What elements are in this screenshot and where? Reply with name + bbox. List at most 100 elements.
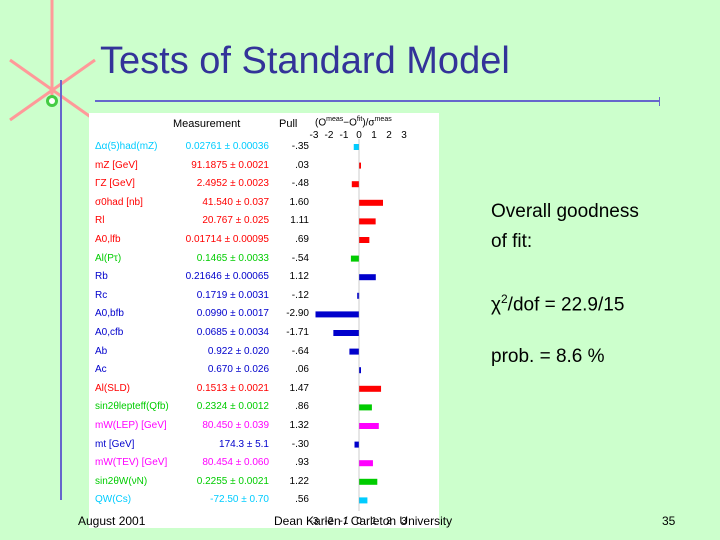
pull-bar: [359, 460, 373, 467]
row-pull-value: -.64: [291, 345, 309, 357]
pull-bar: [359, 423, 379, 429]
pull-bar: [333, 330, 359, 336]
axis-tick-bottom: -2: [325, 516, 334, 527]
pull-figure: Measurement Pull (Omeas−Ofit)/σmeas Δα(5…: [89, 113, 439, 528]
row-pull-value: -.12: [291, 289, 309, 301]
table-row: mW(TEV) [GeV] 80.454 ± 0.060 .93: [89, 455, 439, 473]
pull-bar: [359, 237, 370, 243]
row-pull-value: .86: [295, 401, 309, 413]
axis-tick-top: 2: [386, 130, 392, 141]
pull-bar: [359, 404, 372, 411]
axis-tick-bottom: -3: [310, 516, 319, 527]
formula-header: (Omeas−Ofit)/σmeas: [315, 116, 392, 129]
pull-header: Pull: [279, 118, 298, 130]
row-pull-value: .03: [295, 159, 309, 171]
table-row: Rc 0.1719 ± 0.0031 -.12: [89, 288, 439, 306]
row-label: QW(Cs): [95, 494, 132, 506]
axis-tick-top: 1: [371, 130, 377, 141]
row-label: Al(SLD): [95, 382, 131, 394]
goodness-line-1: Overall goodness: [491, 201, 639, 222]
footer-date: August 2001: [78, 514, 146, 528]
chi2-text: χ2/dof = 22.9/15: [491, 292, 625, 316]
table-row: mt [GeV] 174.3 ± 5.1 -.30: [89, 437, 439, 455]
pull-bar: [359, 478, 378, 485]
axis-tick-bottom: 0: [356, 516, 362, 527]
row-pull-value: .56: [295, 494, 309, 506]
row-measurement: 41.540 ± 0.037: [202, 196, 269, 208]
row-pull-value: 1.60: [289, 196, 309, 208]
row-pull-value: -2.90: [286, 308, 309, 320]
row-measurement: 0.1719 ± 0.0031: [196, 289, 269, 301]
row-label: sin2θW(νN): [95, 475, 148, 487]
row-measurement: 0.02761 ± 0.00036: [185, 141, 269, 152]
table-row: Al(SLD) 0.1513 ± 0.0021 1.47: [89, 381, 439, 399]
row-measurement: 20.767 ± 0.025: [202, 215, 269, 227]
row-measurement: 91.1875 ± 0.0021: [191, 159, 269, 171]
row-measurement: 0.0990 ± 0.0017: [196, 308, 269, 320]
axis-tick-bottom: -1: [340, 516, 349, 527]
pull-bar: [359, 218, 376, 225]
row-measurement: 0.670 ± 0.026: [207, 364, 269, 376]
title-underline-tick: [659, 97, 660, 106]
row-label: Rb: [95, 271, 108, 283]
page-number: 35: [662, 514, 676, 528]
row-label: Al(Pτ): [95, 252, 122, 264]
axis-tick-bottom: 2: [386, 516, 392, 527]
row-pull-value: 1.22: [289, 475, 309, 487]
vertical-rule: [60, 80, 62, 500]
row-measurement: 80.450 ± 0.039: [202, 420, 269, 431]
row-label: Ac: [95, 364, 107, 376]
pull-bar: [351, 181, 359, 188]
row-pull-value: .93: [295, 457, 309, 469]
row-pull-value: .06: [295, 364, 309, 376]
table-row: mW(LEP) [GeV] 80.450 ± 0.039 1.32: [89, 418, 439, 436]
pull-bar: [357, 292, 360, 299]
row-measurement: 80.454 ± 0.060: [202, 457, 269, 469]
slide-title: Tests of Standard Model: [100, 40, 510, 82]
axis-tick-top: -2: [325, 130, 334, 141]
table-row: A0,bfb 0.0990 ± 0.0017 -2.90: [89, 306, 439, 324]
row-measurement: 0.0685 ± 0.0034: [196, 327, 269, 338]
row-pull-value: -.35: [291, 141, 309, 152]
axis-tick-top: -3: [310, 130, 319, 141]
pull-bar: [315, 311, 359, 318]
decorative-star-logo: [9, 0, 96, 122]
axis-tick-top: -1: [340, 130, 349, 141]
measurement-header: Measurement: [173, 118, 241, 130]
row-pull-value: -.54: [291, 252, 309, 264]
pull-bar: [353, 144, 359, 150]
row-label: ΓZ [GeV]: [95, 178, 135, 190]
pull-bar: [359, 385, 382, 392]
row-label: A0,cfb: [95, 327, 124, 338]
table-row: Rb 0.21646 ± 0.00065 1.12: [89, 269, 439, 287]
table-row: Rl 20.767 ± 0.025 1.11: [89, 213, 439, 231]
axis-tick-top: 3: [401, 130, 407, 141]
footer-author: Dean Karlen / Carleton University: [274, 514, 453, 528]
row-pull-value: -.30: [291, 438, 309, 450]
axis-tick-top: 0: [356, 130, 362, 141]
row-label: sin2θlepteff(Qfb): [95, 401, 169, 413]
row-label: Rl: [95, 215, 105, 227]
row-label: mt [GeV]: [95, 438, 135, 450]
pull-bar: [359, 367, 361, 374]
row-label: A0,lfb: [95, 234, 121, 245]
row-label: σ0had [nb]: [95, 196, 143, 208]
table-row: A0,lfb 0.01714 ± 0.00095 .69: [89, 232, 439, 250]
pull-bar: [359, 274, 376, 281]
row-label: Ab: [95, 345, 108, 357]
table-row: A0,cfb 0.0685 ± 0.0034 -1.71: [89, 325, 439, 343]
row-label: mW(TEV) [GeV]: [95, 457, 168, 469]
row-label: Δα(5)had(mZ): [95, 141, 158, 152]
row-pull-value: -1.71: [286, 327, 309, 338]
pull-bar: [359, 199, 383, 206]
row-measurement: 0.2255 ± 0.0021: [196, 475, 269, 487]
prob-text: prob. = 8.6 %: [491, 346, 605, 367]
row-pull-value: 1.11: [290, 215, 309, 227]
table-row: ΓZ [GeV] 2.4952 ± 0.0023 -.48: [89, 176, 439, 194]
row-measurement: -72.50 ± 0.70: [210, 494, 269, 506]
table-row: Ac 0.670 ± 0.026 .06: [89, 362, 439, 380]
table-row: sin2θlepteff(Qfb) 0.2324 ± 0.0012 .86: [89, 399, 439, 417]
pull-bar: [350, 255, 359, 262]
table-row: mZ [GeV] 91.1875 ± 0.0021 .03: [89, 158, 439, 176]
